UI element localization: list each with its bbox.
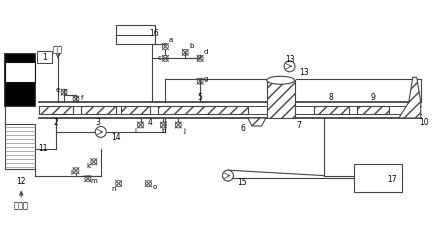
Text: 烟气: 烟气 bbox=[53, 45, 63, 54]
Text: b: b bbox=[189, 44, 194, 49]
Text: 9: 9 bbox=[371, 93, 376, 102]
Text: 8: 8 bbox=[329, 93, 334, 102]
Text: 6: 6 bbox=[241, 124, 245, 133]
Text: l: l bbox=[70, 170, 72, 176]
Polygon shape bbox=[399, 77, 421, 118]
Text: b: b bbox=[161, 128, 166, 134]
Bar bbox=[267, 80, 295, 118]
Text: a: a bbox=[168, 37, 172, 44]
Text: 3: 3 bbox=[95, 118, 100, 128]
Bar bbox=[5, 124, 35, 169]
Text: 16: 16 bbox=[150, 29, 159, 38]
Text: j: j bbox=[183, 128, 185, 134]
Text: 7: 7 bbox=[296, 121, 301, 130]
Text: 2: 2 bbox=[54, 118, 58, 128]
Circle shape bbox=[284, 61, 295, 72]
Text: f: f bbox=[81, 95, 83, 101]
Text: 13: 13 bbox=[299, 68, 309, 77]
Bar bbox=[81, 106, 116, 114]
Bar bbox=[315, 106, 349, 114]
Text: 11: 11 bbox=[38, 144, 48, 153]
Circle shape bbox=[95, 126, 106, 137]
Bar bbox=[120, 106, 151, 114]
Text: 14: 14 bbox=[111, 133, 120, 142]
Bar bbox=[37, 51, 52, 63]
Text: g: g bbox=[204, 76, 208, 82]
Bar bbox=[354, 164, 402, 192]
Bar bbox=[116, 25, 155, 44]
Text: e: e bbox=[56, 87, 60, 93]
Bar bbox=[159, 106, 248, 114]
Text: 1: 1 bbox=[42, 53, 47, 62]
Text: 12: 12 bbox=[16, 177, 26, 186]
Text: m: m bbox=[90, 178, 97, 184]
Text: k: k bbox=[87, 163, 91, 169]
Text: 10: 10 bbox=[419, 118, 428, 128]
Polygon shape bbox=[248, 118, 266, 126]
Text: o: o bbox=[152, 183, 156, 190]
Text: 13: 13 bbox=[285, 55, 295, 64]
Bar bbox=[5, 54, 35, 106]
Text: n: n bbox=[112, 186, 116, 192]
Text: 冷空气: 冷空气 bbox=[14, 201, 29, 210]
Circle shape bbox=[222, 170, 233, 181]
Text: 17: 17 bbox=[387, 175, 397, 184]
Bar bbox=[39, 106, 73, 114]
Text: 15: 15 bbox=[237, 178, 247, 187]
Text: 4: 4 bbox=[148, 118, 153, 128]
Text: i: i bbox=[135, 128, 136, 134]
Bar bbox=[357, 106, 389, 114]
Text: 5: 5 bbox=[198, 93, 202, 102]
Ellipse shape bbox=[267, 76, 295, 84]
Bar bbox=[5, 62, 35, 82]
Text: c: c bbox=[157, 55, 161, 61]
Text: d: d bbox=[204, 49, 208, 55]
